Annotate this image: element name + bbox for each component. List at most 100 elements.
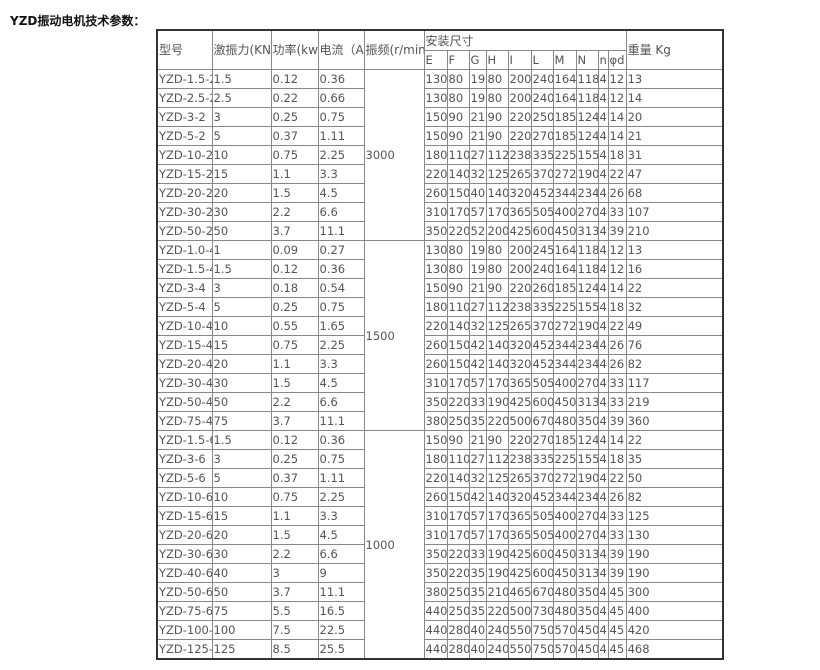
cell-N: 155 [575,449,599,469]
cell-F: 80 [446,259,470,279]
cell-N: 155 [575,297,599,317]
cell-F: 80 [446,240,470,260]
cell-current: 1.11 [317,126,365,146]
cell-M: 164 [552,88,577,108]
cell-N: 124 [575,278,599,298]
cell-N: 313 [575,563,599,583]
cell-model: YZD-15-2 [156,164,213,184]
table-row: YZD-5-4 5 0.25 0.75 180 110 27 112 238 335 225 155 4… [156,297,724,317]
cell-F: 220 [446,392,470,412]
cell-H: 170 [485,202,509,222]
cell-model: YZD-100-6 [156,620,213,640]
cell-N: 234 [575,335,599,355]
cell-current: 0.54 [317,278,365,298]
cell-n: 4 [597,544,609,564]
cell-d: 39 [607,563,627,583]
table-row: YZD-100-61007.522.5440280402405507505704… [156,620,724,640]
cell-force: 10 [211,487,272,507]
header-install-dims: 安装尺寸 [423,29,627,51]
cell-power: 0.25 [270,449,319,469]
cell-G: 40 [468,183,487,203]
cell-d: 26 [607,354,627,374]
cell-L: 600 [530,544,554,564]
cell-d: 22 [607,468,627,488]
cell-E: 130 [423,69,448,89]
cell-n: 4 [597,449,609,469]
cell-L: 670 [530,411,554,431]
cell-current: 22.5 [317,620,365,640]
header-frequency: 振频(r/min) [363,29,425,70]
cell-current: 2.25 [317,335,365,355]
header-dim: F [446,50,470,70]
cell-power: 0.25 [270,297,319,317]
cell-power: 0.75 [270,487,319,507]
cell-n: 4 [597,392,609,412]
cell-M: 480 [552,582,577,602]
cell-F: 220 [446,544,470,564]
cell-E: 380 [423,582,448,602]
cell-G: 19 [468,69,487,89]
cell-power: 0.18 [270,278,319,298]
table-row: YZD-3-6 3 0.25 0.75 180 110 27 112 238 335 225 155 4… [156,449,724,469]
cell-weight: 22 [625,430,724,450]
cell-weight: 68 [625,183,724,203]
cell-weight: 420 [625,620,724,640]
cell-I: 220 [507,107,532,127]
cell-power: 2.2 [270,544,319,564]
cell-M: 480 [552,601,577,621]
cell-G: 21 [468,107,487,127]
cell-E: 260 [423,335,448,355]
cell-H: 125 [485,316,509,336]
cell-d: 14 [607,430,627,450]
cell-E: 180 [423,145,448,165]
cell-I: 265 [507,468,532,488]
cell-d: 39 [607,544,627,564]
cell-I: 425 [507,392,532,412]
table-row: YZD-20-6 20 1.5 4.5 310 170 57 170 365 505 400 270 4… [156,525,724,545]
cell-n: 4 [597,582,609,602]
cell-F: 170 [446,506,470,526]
cell-M: 185 [552,126,577,146]
cell-H: 90 [485,107,509,127]
cell-F: 90 [446,107,470,127]
cell-E: 130 [423,259,448,279]
cell-G: 42 [468,487,487,507]
cell-G: 21 [468,430,487,450]
cell-weight: 468 [625,639,724,660]
cell-H: 112 [485,145,509,165]
cell-force: 10 [211,316,272,336]
cell-N: 118 [575,69,599,89]
cell-current: 0.36 [317,259,365,279]
cell-current: 2.25 [317,487,365,507]
cell-model: YZD-20-6 [156,525,213,545]
cell-M: 570 [552,639,577,660]
cell-I: 425 [507,221,532,241]
cell-N: 190 [575,164,599,184]
cell-weight: 117 [625,373,724,393]
cell-d: 39 [607,221,627,241]
cell-N: 124 [575,107,599,127]
cell-L: 270 [530,126,554,146]
table-row: YZD-10-6 10 0.75 2.25 260 150 42 140 320 452 344 23… [156,487,724,507]
cell-power: 3.7 [270,411,319,431]
cell-n: 4 [597,430,609,450]
cell-current: 16.5 [317,601,365,621]
cell-d: 33 [607,202,627,222]
cell-power: 8.5 [270,639,319,660]
cell-n: 4 [597,297,609,317]
cell-current: 0.36 [317,430,365,450]
table-row: YZD-75-4 75 3.7 11.1 380 250 35 220 500 670 480 350… [156,411,724,431]
cell-current: 9 [317,563,365,583]
cell-weight: 300 [625,582,724,602]
cell-model: YZD-2.5-2 [156,88,213,108]
cell-G: 21 [468,278,487,298]
cell-force: 75 [211,601,272,621]
cell-G: 35 [468,582,487,602]
cell-L: 505 [530,525,554,545]
cell-H: 140 [485,354,509,374]
cell-N: 450 [575,639,599,660]
cell-N: 118 [575,88,599,108]
cell-power: 5.5 [270,601,319,621]
cell-d: 45 [607,639,627,660]
table-row: YZD-20-4 20 1.1 3.3 260 150 42 140 320 452 344 234 4… [156,354,724,374]
